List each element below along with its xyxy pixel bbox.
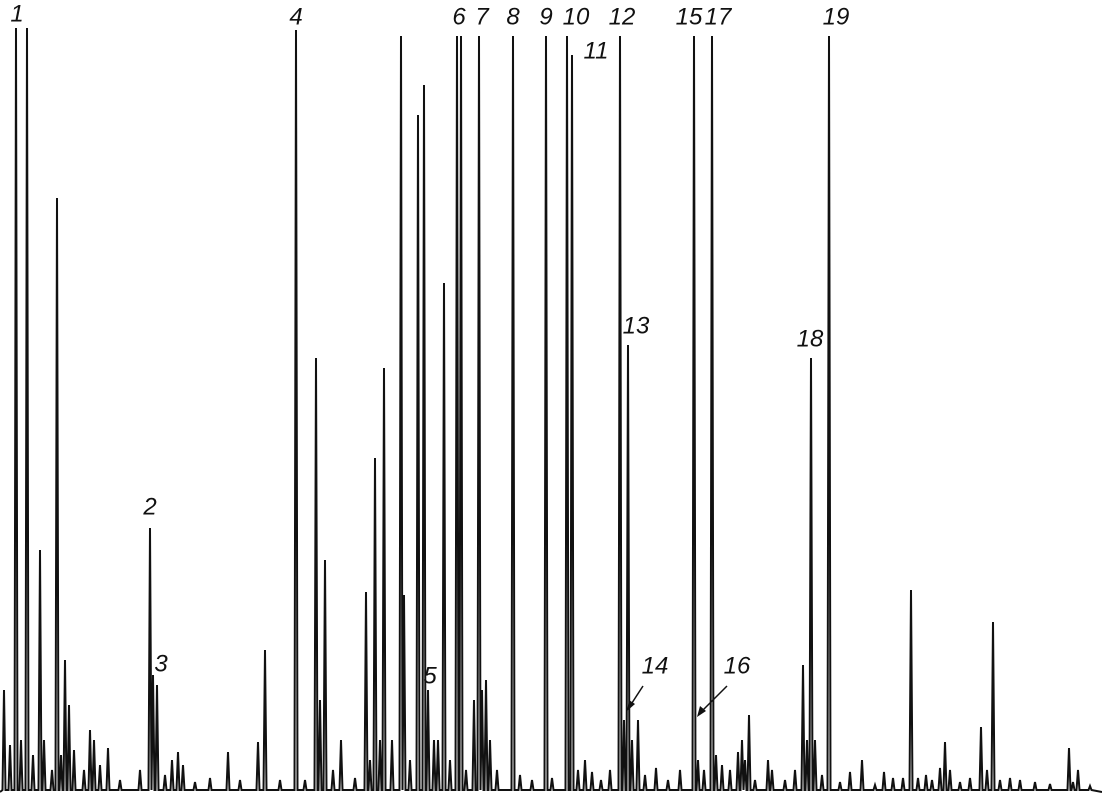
arrow-head (627, 700, 635, 711)
peak-label: 3 (154, 650, 168, 677)
peak-label: 17 (705, 3, 733, 30)
arrow-head (697, 706, 706, 717)
peak-label: 6 (452, 3, 466, 30)
peak-label: 9 (539, 3, 552, 30)
peak-label: 15 (676, 3, 703, 30)
peak-label: 13 (623, 312, 650, 339)
peak-label: 5 (423, 662, 437, 689)
peak-label: 10 (563, 3, 590, 30)
peak-label: 11 (584, 37, 609, 64)
peak-label: 16 (724, 652, 751, 679)
arrow (700, 685, 728, 713)
peak-label: 7 (475, 3, 490, 30)
peak-label: 18 (797, 325, 824, 352)
peak-label: 4 (289, 3, 302, 30)
peak-label: 2 (142, 493, 156, 520)
signal-trace (0, 27, 1102, 793)
peak-label: 14 (642, 652, 669, 679)
peak-label: 1 (10, 0, 23, 27)
peak-label: 8 (506, 3, 520, 30)
peak-label: 19 (823, 3, 850, 30)
peak-label: 12 (609, 3, 636, 30)
